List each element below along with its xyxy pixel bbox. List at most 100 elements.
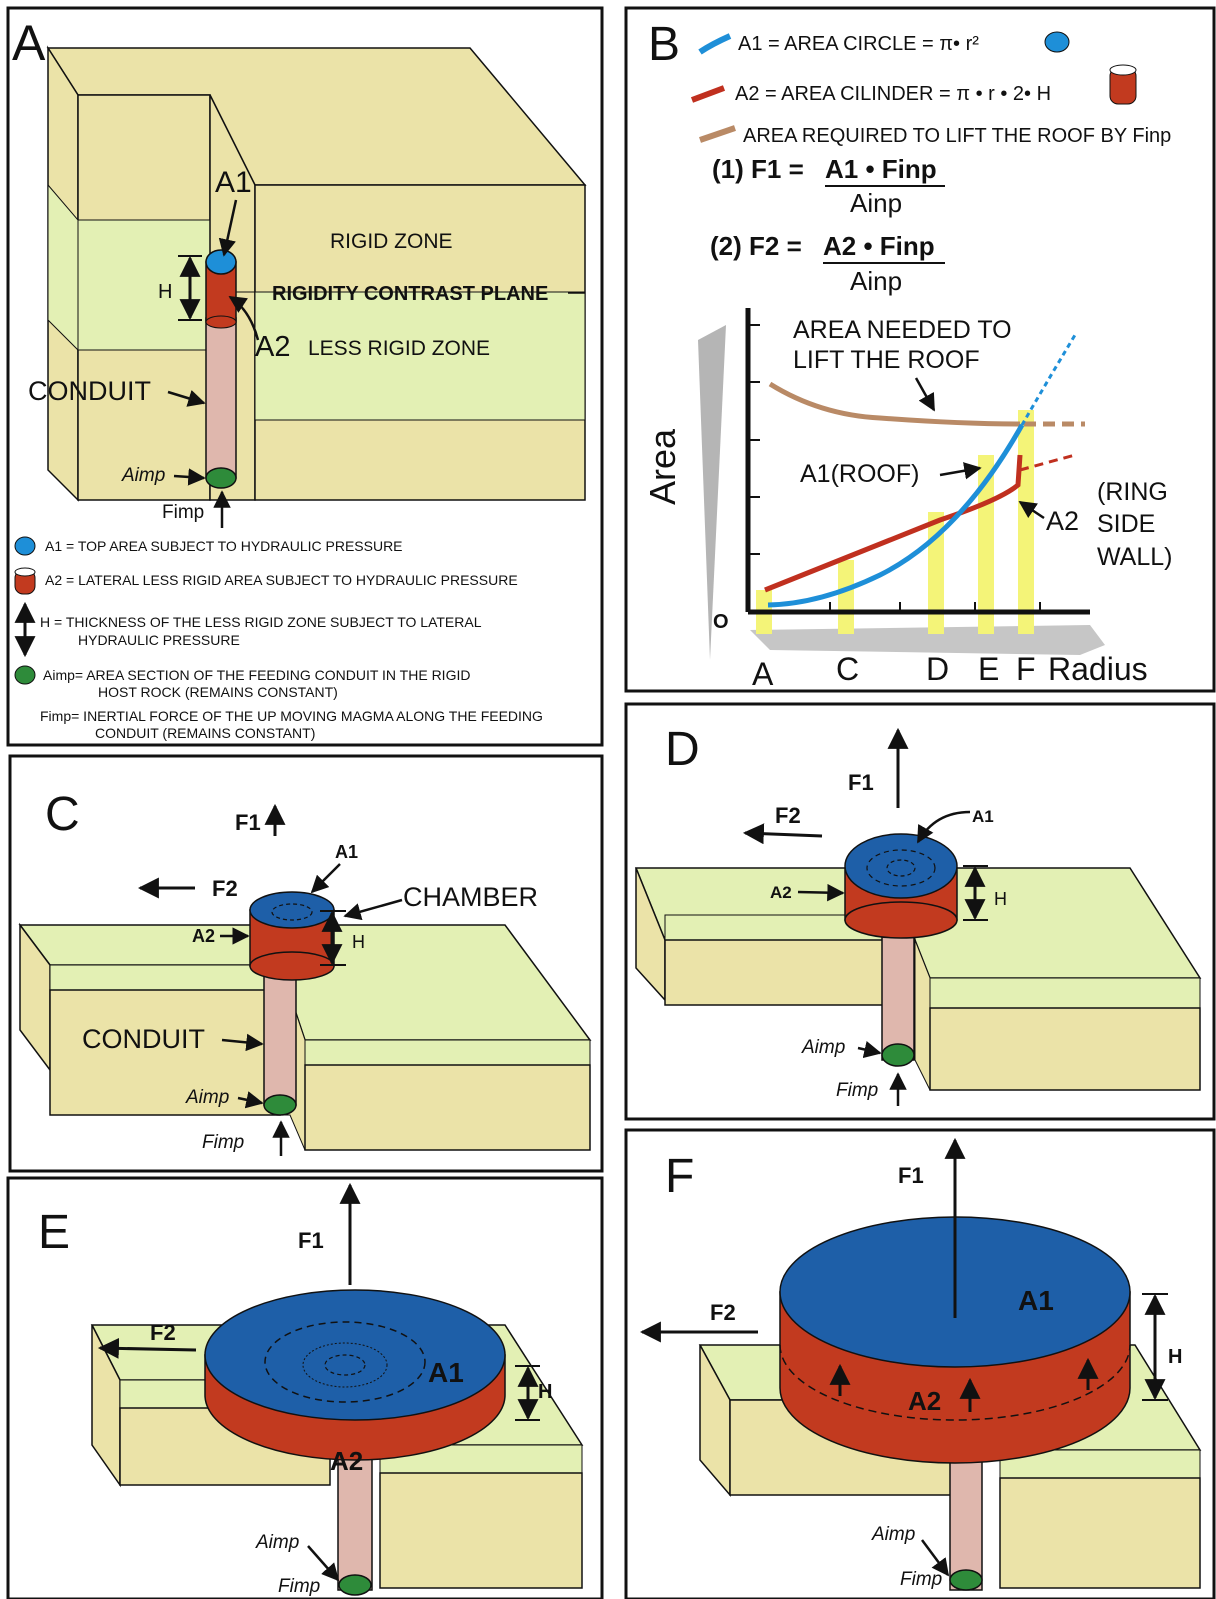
stage-label-a: A bbox=[752, 656, 774, 692]
aimp-arrow bbox=[237, 1091, 264, 1109]
conduit bbox=[205, 317, 237, 479]
legend-a1-formula: A1 = AREA CIRCLE = π• r² bbox=[738, 33, 979, 55]
legend-aimp-text-2: HOST ROCK (REMAINS CONSTANT) bbox=[98, 684, 338, 700]
legend-a1-text: A1 = TOP AREA SUBJECT TO HYDRAULIC PRESS… bbox=[45, 538, 403, 554]
roof-curve bbox=[768, 381, 1021, 427]
aimp-disk bbox=[881, 1043, 915, 1067]
legend-h-text-1: H = THICKNESS OF THE LESS RIGID ZONE SUB… bbox=[40, 614, 482, 630]
chamber-arrow bbox=[343, 898, 403, 921]
legend-a2-formula: A2 = AREA CILINDER = π • r • 2• H bbox=[735, 83, 1051, 105]
f2-arrow bbox=[97, 1337, 197, 1359]
panel-c-letter: C bbox=[45, 788, 80, 841]
stage-label-d: D bbox=[926, 651, 949, 687]
a1-roof-arrow bbox=[939, 462, 982, 480]
panel-f: F F1 F2 A1 A2 H Aimp Fimp bbox=[624, 1128, 1216, 1599]
f2-label: F2 bbox=[212, 876, 238, 901]
panel-a-letter: A bbox=[12, 15, 46, 71]
conduit bbox=[263, 959, 297, 1106]
a2-ring-arrow bbox=[1018, 500, 1045, 520]
fimp-label: Fimp bbox=[836, 1080, 878, 1101]
aimp-label: Aimp bbox=[255, 1532, 299, 1553]
host-right-block bbox=[929, 1007, 1201, 1091]
a2-curve bbox=[764, 454, 1023, 593]
stage-label-c: C bbox=[836, 651, 859, 687]
f1-label: F1 bbox=[298, 1228, 324, 1253]
panel-e-letter: E bbox=[38, 1206, 70, 1259]
legend-fimp-text-2: CONDUIT (REMAINS CONSTANT) bbox=[95, 725, 315, 741]
h-label: H bbox=[994, 889, 1007, 909]
a2-label: A2 bbox=[770, 883, 792, 902]
legend-roof-text: AREA REQUIRED TO LIFT THE ROOF BY Finp bbox=[743, 125, 1171, 147]
rigid-zone-label: RIGID ZONE bbox=[330, 230, 453, 253]
a2-label: A2 bbox=[255, 331, 290, 363]
a2-label: A2 bbox=[908, 1386, 941, 1416]
a2-label: A2 bbox=[330, 1446, 363, 1476]
a2-arrow bbox=[228, 295, 260, 341]
host-left-block bbox=[49, 989, 281, 1116]
aimp-arrow bbox=[920, 1539, 950, 1577]
legend-roof-line bbox=[699, 125, 736, 143]
origin-label: O bbox=[713, 611, 729, 633]
a1-arrow bbox=[916, 810, 971, 844]
panel-d-letter: D bbox=[665, 723, 700, 776]
aimp-label: Aimp bbox=[801, 1037, 845, 1058]
chamber-label: CHAMBER bbox=[403, 882, 538, 912]
conduit-arrow bbox=[167, 390, 206, 407]
legend-a1-line bbox=[698, 33, 732, 55]
a1-label: A1 bbox=[428, 1357, 464, 1388]
fimp-label: Fimp bbox=[278, 1576, 320, 1597]
fimp-label: Fimp bbox=[162, 502, 204, 523]
area-gradient-arrow bbox=[698, 325, 726, 660]
legend-aimp-text-1: Aimp= AREA SECTION OF THE FEEDING CONDUI… bbox=[43, 667, 470, 683]
a1-curve bbox=[767, 423, 1025, 608]
host-left-block bbox=[664, 939, 916, 1006]
a1-arrow bbox=[218, 199, 238, 257]
a1-label: A1 bbox=[972, 807, 994, 826]
panel-c: C F1 F2 A1 A2 H CHAMBER CONDUIT Aimp Fim… bbox=[8, 754, 604, 1173]
legend-a1-icon bbox=[1044, 31, 1070, 53]
h-label: H bbox=[158, 281, 172, 303]
f2-label: F2 bbox=[710, 1300, 736, 1325]
right-green-band bbox=[254, 291, 586, 421]
aimp-arrow bbox=[307, 1545, 340, 1582]
roof-label-arrow bbox=[914, 377, 936, 412]
legend-a1-swatch bbox=[14, 536, 36, 556]
a1-disk bbox=[205, 249, 237, 275]
a2-curve-extension bbox=[1019, 453, 1076, 472]
panel-e: E F1 F2 A1 A2 H Aimp Fimp bbox=[6, 1176, 604, 1599]
aimp-disk bbox=[949, 1569, 983, 1591]
a1-label: A1 bbox=[335, 842, 358, 862]
less-rigid-zone-label: LESS RIGID ZONE bbox=[308, 337, 490, 360]
legend-a2-text: A2 = LATERAL LESS RIGID AREA SUBJECT TO … bbox=[45, 572, 518, 588]
conduit bbox=[881, 924, 915, 1061]
ring-label-line-2: SIDE bbox=[1097, 510, 1155, 538]
f1-label: F1 bbox=[848, 770, 874, 795]
aimp-label: Aimp bbox=[185, 1087, 229, 1108]
panel-d: D F1 F2 A1 A2 H Aimp Fimp bbox=[624, 702, 1216, 1121]
stage-label-e: E bbox=[978, 651, 999, 687]
equation-1-denominator: Ainp bbox=[850, 188, 902, 218]
h-label: H bbox=[1168, 1346, 1182, 1368]
f2-label: F2 bbox=[775, 803, 801, 828]
h-label: H bbox=[352, 932, 365, 952]
a2-ring-label: A2 bbox=[1046, 506, 1079, 536]
host-right-block bbox=[304, 1064, 591, 1151]
equation-2-denominator: Ainp bbox=[850, 266, 902, 296]
aimp-label: Aimp bbox=[121, 465, 165, 486]
aimp-disk bbox=[205, 467, 237, 489]
a1-roof-label: A1(ROOF) bbox=[800, 460, 919, 488]
roof-label-line-1: AREA NEEDED TO bbox=[793, 316, 1012, 344]
legend-a2-line bbox=[690, 85, 726, 103]
ring-label-line-1: (RING bbox=[1097, 478, 1168, 506]
stage-bar-c bbox=[838, 560, 854, 634]
chamber-top bbox=[844, 833, 958, 899]
aimp-disk bbox=[338, 1574, 372, 1596]
conduit-label: CONDUIT bbox=[28, 376, 151, 406]
ring-label-line-3: WALL) bbox=[1097, 543, 1172, 571]
contrast-plane-label: RIGIDITY CONTRAST PLANE bbox=[272, 283, 548, 305]
f1-label: F1 bbox=[235, 810, 261, 835]
a1-label: A1 bbox=[1018, 1285, 1054, 1316]
panel-b: B A1 = AREA CIRCLE = π• r² A2 = AREA CIL… bbox=[624, 6, 1216, 693]
fimp-label: Fimp bbox=[900, 1569, 942, 1590]
conduit-arrow bbox=[221, 1033, 264, 1052]
